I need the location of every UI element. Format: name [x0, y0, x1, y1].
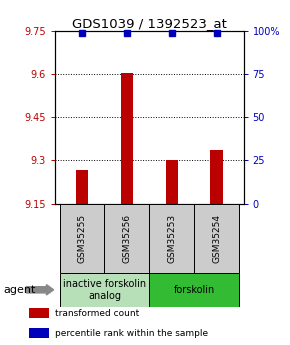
Bar — [29, 308, 49, 318]
Text: agent: agent — [3, 285, 35, 295]
Text: forskolin: forskolin — [174, 285, 215, 295]
Bar — [149, 273, 239, 307]
Bar — [166, 160, 178, 204]
Bar — [121, 73, 133, 204]
Text: transformed count: transformed count — [55, 309, 139, 318]
Title: GDS1039 / 1392523_at: GDS1039 / 1392523_at — [72, 17, 227, 30]
Text: GSM35256: GSM35256 — [122, 214, 131, 263]
Bar — [210, 150, 223, 204]
Text: GSM35253: GSM35253 — [167, 214, 176, 263]
Text: GSM35255: GSM35255 — [77, 214, 86, 263]
Text: percentile rank within the sample: percentile rank within the sample — [55, 329, 208, 338]
Bar — [76, 170, 88, 204]
Bar — [59, 273, 149, 307]
Bar — [29, 327, 49, 338]
Bar — [194, 204, 239, 273]
Bar — [59, 204, 104, 273]
Text: GSM35254: GSM35254 — [212, 214, 221, 263]
Bar — [149, 204, 194, 273]
Text: inactive forskolin
analog: inactive forskolin analog — [63, 279, 146, 300]
Bar — [104, 204, 149, 273]
